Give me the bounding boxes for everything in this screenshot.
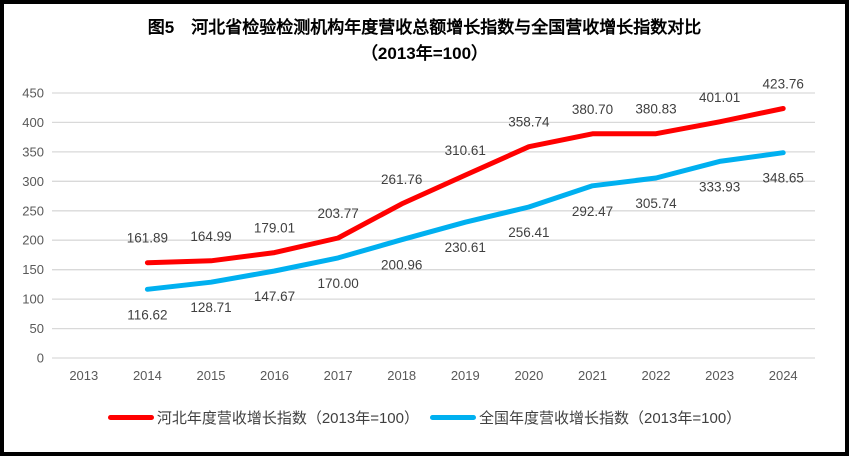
national-series-swatch [430,415,476,420]
x-axis-tick-label: 2024 [769,368,798,383]
national-series-line [144,150,786,292]
national-data-label: 128.71 [190,300,231,315]
y-axis-tick-label: 250 [22,203,44,218]
national-data-label: 170.00 [317,276,358,291]
national-data-label: 348.65 [763,171,804,186]
hebei-data-label: 161.89 [127,231,168,246]
y-axis-tick-label: 150 [22,262,44,277]
hebei-data-label: 380.70 [572,102,613,117]
x-axis-tick-label: 2022 [642,368,671,383]
y-axis-tick-label: 350 [22,144,44,159]
chart-title-line1: 图5 河北省检验检测机构年度营收总额增长指数与全国营收增长指数对比 [147,18,702,37]
y-axis-tick-label: 300 [22,174,44,189]
hebei-series-swatch [107,415,154,420]
chart-title: 图5 河北省检验检测机构年度营收总额增长指数与全国营收增长指数对比 （2013年… [4,15,845,67]
national-data-label: 230.61 [445,240,486,255]
y-axis-tick-label: 450 [22,86,44,101]
hebei-data-label: 401.01 [699,90,740,105]
x-axis-tick-label: 2020 [514,368,543,383]
x-axis-tick-label: 2019 [451,368,480,383]
national-data-label: 333.93 [699,179,740,194]
legend-item-hebei: 河北年度营收增长指数（2013年=100） [107,407,419,428]
x-axis-tick-label: 2016 [260,368,289,383]
x-axis-tick-label: 2018 [387,368,416,383]
x-axis-tick-label: 2023 [705,368,734,383]
legend-item-national: 全国年度营收增长指数（2013年=100） [430,407,741,428]
hebei-data-label: 164.99 [190,229,231,244]
national-data-label: 147.67 [254,289,295,304]
y-axis-tick-label: 0 [37,351,44,366]
hebei-data-label: 179.01 [254,221,295,236]
national-data-label: 292.47 [572,204,613,219]
national-data-label: 200.96 [381,258,422,273]
hebei-data-label: 358.74 [508,115,550,130]
y-axis-tick-label: 400 [22,115,44,130]
y-axis-tick-label: 50 [30,321,44,336]
hebei-data-label: 261.76 [381,172,422,187]
x-axis-tick-label: 2015 [197,368,226,383]
hebei-series-line [144,106,786,266]
hebei-data-label: 310.61 [445,143,486,158]
chart-legend: 河北年度营收增长指数（2013年=100） 全国年度营收增长指数（2013年=1… [4,407,845,428]
chart-title-line2: （2013年=100） [360,44,489,63]
national-series-label: 全国年度营收增长指数（2013年=100） [479,410,742,427]
hebei-data-label: 380.83 [635,102,676,117]
national-data-label: 116.62 [127,307,167,322]
x-axis-tick-label: 2014 [133,368,162,383]
x-axis-tick-label: 2013 [69,368,98,383]
y-axis-tick-label: 200 [22,233,44,248]
line-chart-plot-area: 0 50 100 150 200 250 300 350 400 450 2013 2014 2015 2… [22,77,815,383]
national-data-label: 256.41 [508,225,549,240]
hebei-series-label: 河北年度营收增长指数（2013年=100） [156,410,419,427]
hebei-data-label: 423.76 [763,77,804,92]
x-axis-tick-label: 2017 [324,368,353,383]
national-data-label: 305.74 [635,196,677,211]
hebei-data-label: 203.77 [317,206,358,221]
x-axis-tick-label: 2021 [578,368,607,383]
y-axis-tick-label: 100 [22,292,44,307]
